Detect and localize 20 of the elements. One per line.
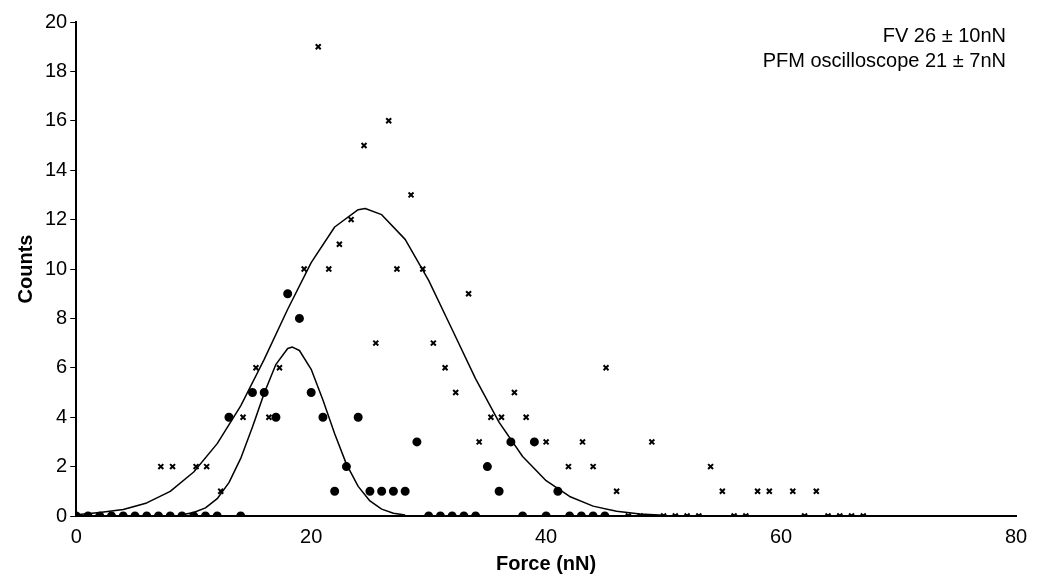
x-tick-label: 20 <box>300 524 323 547</box>
x-tick-label: 60 <box>769 524 793 547</box>
x-tick-label: 40 <box>535 524 558 547</box>
y-tick-label: 12 <box>45 207 68 230</box>
y-tick-label: 18 <box>45 58 68 81</box>
y-tick-label: 4 <box>56 404 68 427</box>
y-axis-title: Counts <box>13 234 36 304</box>
y-tick-label: 16 <box>45 108 68 131</box>
y-tick-label: 10 <box>45 256 68 279</box>
y-tick-label: 20 <box>45 9 68 32</box>
y-tick-label: 6 <box>56 355 68 378</box>
annotation: FV 26 ± 10nN <box>882 23 1006 46</box>
y-tick-label: 2 <box>56 454 68 477</box>
x-tick-label: 0 <box>70 524 82 547</box>
x-tick-label: 80 <box>1004 524 1028 547</box>
annotation: PFM oscilloscope 21 ± 7nN <box>762 48 1006 71</box>
y-tick-label: 8 <box>56 305 68 328</box>
y-tick-label: 14 <box>45 157 68 180</box>
x-axis-title: Force (nN) <box>496 551 597 574</box>
y-tick-label: 0 <box>56 503 68 526</box>
